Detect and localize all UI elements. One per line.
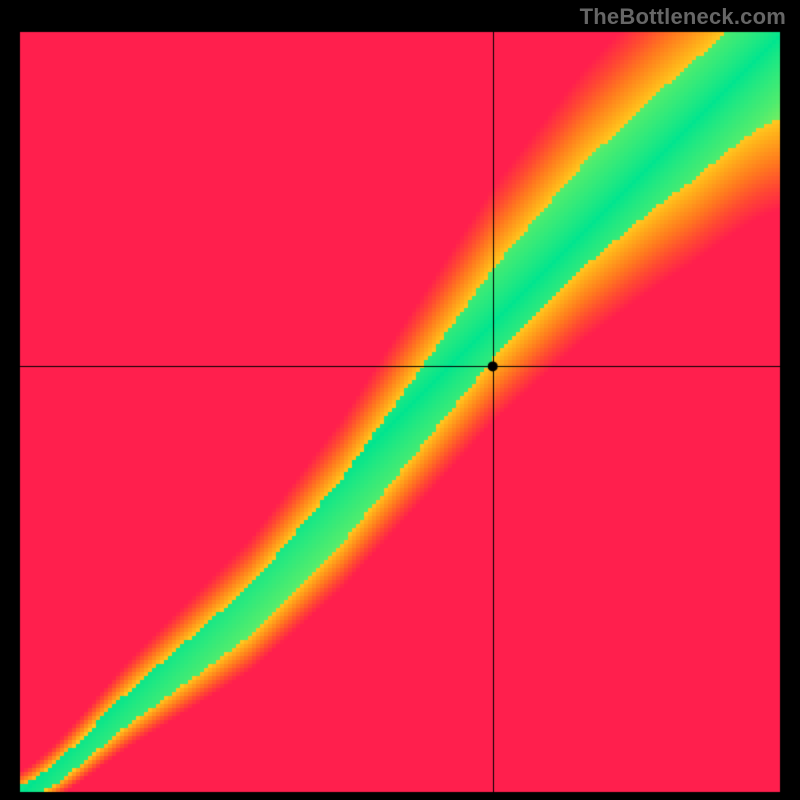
bottleneck-heatmap — [0, 0, 800, 800]
watermark-text: TheBottleneck.com — [580, 4, 786, 30]
